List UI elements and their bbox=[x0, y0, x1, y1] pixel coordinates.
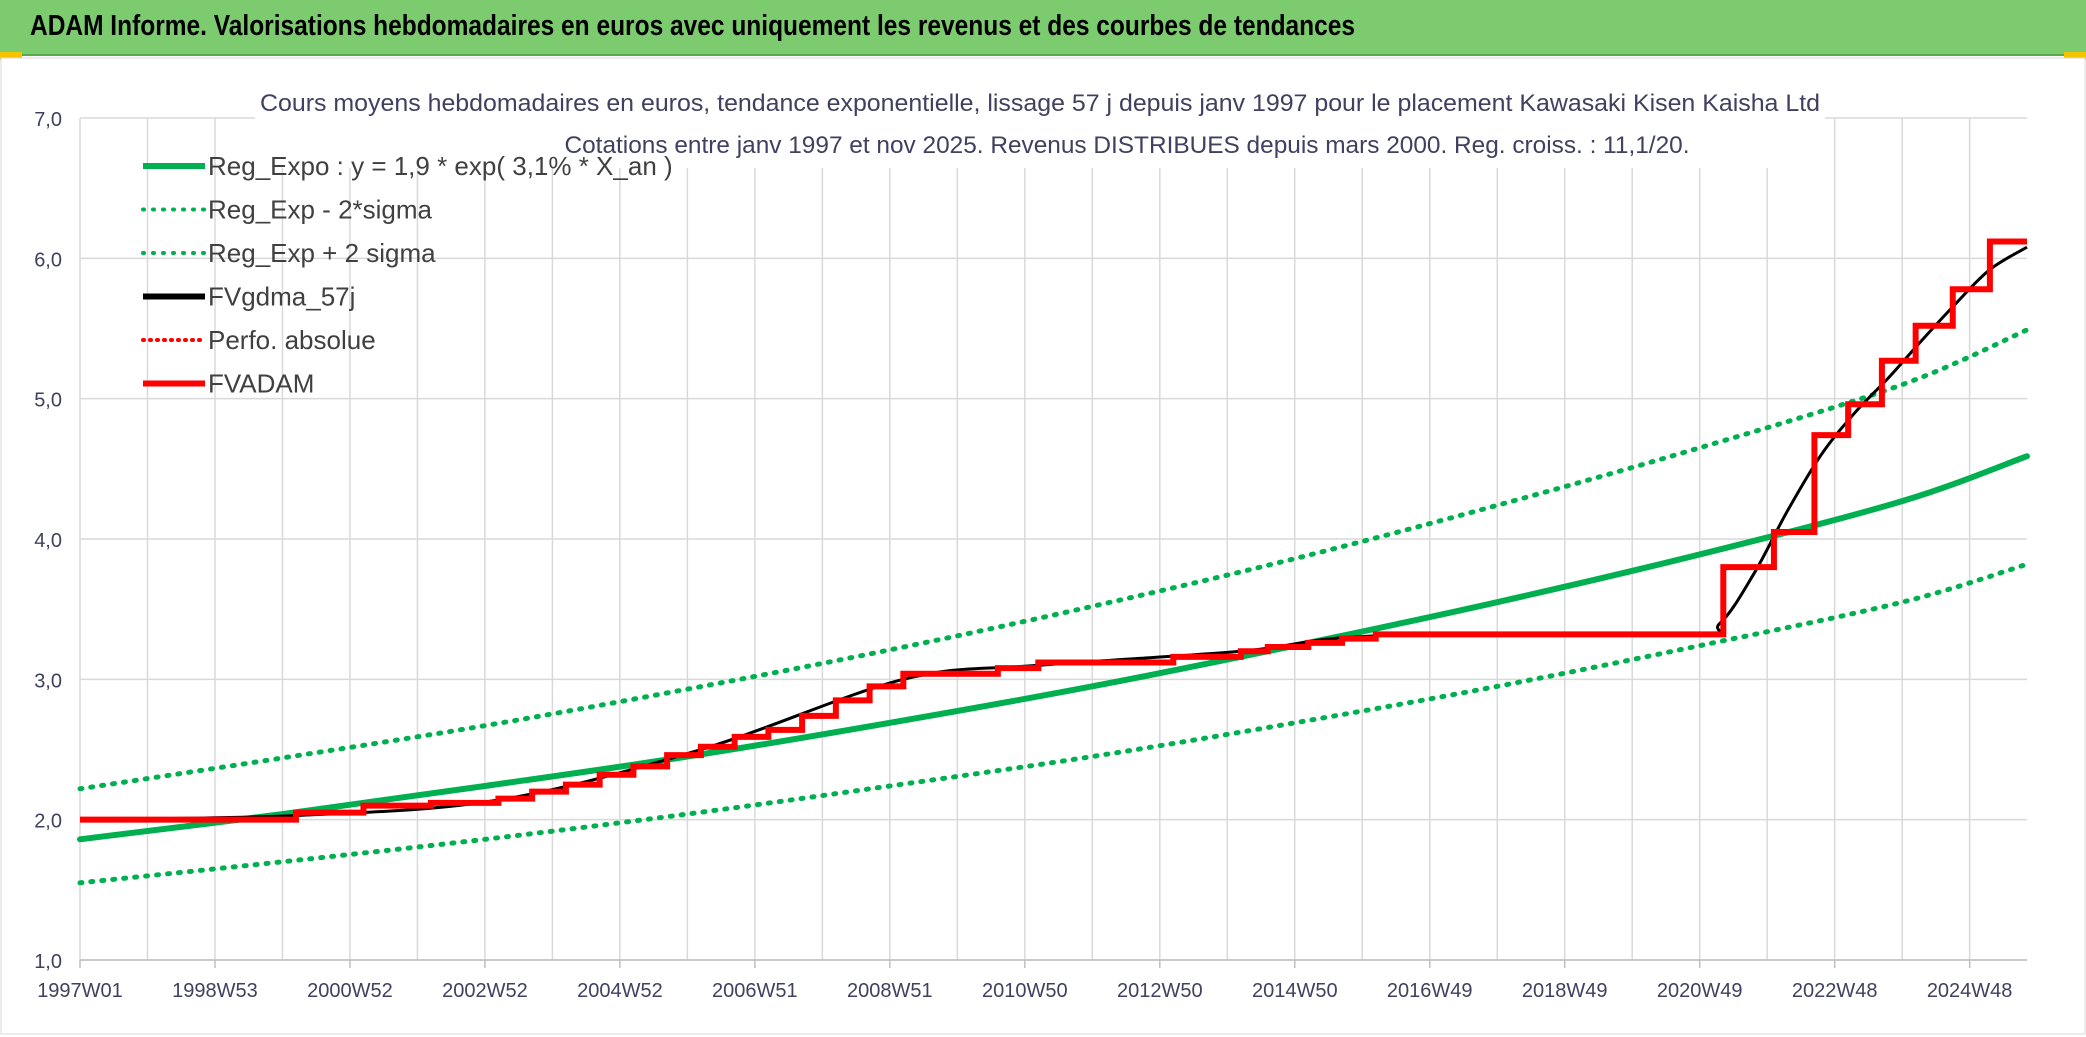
chart-series bbox=[77, 238, 2030, 886]
chart-area: 1,0 2,0 3,0 4,0 5,0 6,0 7,0 1997W01 1998W53 2000… bbox=[0, 56, 2086, 1037]
series-line-fvadam bbox=[80, 238, 2027, 823]
legend-label: FVADAM bbox=[208, 369, 314, 399]
legend-label: FVgdma_57j bbox=[208, 282, 355, 312]
corner-marker-left bbox=[0, 52, 22, 60]
y-tick-label: 3,0 bbox=[34, 670, 62, 692]
y-tick-label: 6,0 bbox=[34, 249, 62, 271]
x-tick-label: 2024W48 bbox=[1927, 980, 2013, 1002]
x-tick-label: 1997W01 bbox=[37, 980, 123, 1002]
report-banner: ADAM Informe. Valorisations hebdomadaire… bbox=[0, 0, 2086, 56]
chart-svg: 1,0 2,0 3,0 4,0 5,0 6,0 7,0 1997W01 1998W53 2000… bbox=[0, 57, 2086, 1035]
y-tick-label: 5,0 bbox=[34, 390, 62, 412]
chart-title: Cours moyens hebdomadaires en euros, ten… bbox=[260, 90, 1820, 117]
series-line-reg-exp-2-sigma bbox=[77, 561, 2030, 886]
x-tick-label: 1998W53 bbox=[172, 980, 258, 1002]
legend-label: Reg_Exp - 2*sigma bbox=[208, 195, 433, 225]
x-tick-label: 2018W49 bbox=[1522, 980, 1608, 1002]
x-axis-ticks: 1997W01 1998W53 2000W52 2002W52 2004W52 2006W… bbox=[37, 960, 2012, 1002]
x-tick-label: 2014W50 bbox=[1252, 980, 1338, 1002]
x-tick-label: 2002W52 bbox=[442, 980, 528, 1002]
x-tick-label: 2012W50 bbox=[1117, 980, 1203, 1002]
legend-label: Perfo. absolue bbox=[208, 325, 376, 355]
legend-label: Reg_Exp + 2 sigma bbox=[208, 238, 436, 268]
chart-subtitle: Cotations entre janv 1997 et nov 2025. R… bbox=[565, 132, 1690, 159]
x-tick-label: 2020W49 bbox=[1657, 980, 1743, 1002]
y-tick-label: 4,0 bbox=[34, 530, 62, 552]
series-line-reg-exp-2-sigma bbox=[77, 327, 2030, 792]
x-tick-label: 2000W52 bbox=[307, 980, 393, 1002]
chart-legend: Reg_Expo : y = 1,9 * exp( 3,1% * X_an ) R… bbox=[141, 151, 673, 399]
y-tick-label: 7,0 bbox=[34, 109, 62, 131]
y-axis-ticks: 1,0 2,0 3,0 4,0 5,0 6,0 7,0 bbox=[34, 109, 62, 973]
y-tick-label: 2,0 bbox=[34, 811, 62, 833]
corner-marker-right bbox=[2064, 52, 2086, 60]
y-tick-label: 1,0 bbox=[34, 951, 62, 973]
x-tick-label: 2006W51 bbox=[712, 980, 798, 1002]
title-backdrop bbox=[255, 86, 1825, 168]
x-tick-label: 2004W52 bbox=[577, 980, 663, 1002]
x-tick-label: 2016W49 bbox=[1387, 980, 1473, 1002]
x-tick-label: 2022W48 bbox=[1792, 980, 1878, 1002]
x-tick-label: 2008W51 bbox=[847, 980, 933, 1002]
report-title: ADAM Informe. Valorisations hebdomadaire… bbox=[30, 10, 1356, 42]
series-line-reg-expo bbox=[77, 453, 2030, 843]
legend-label: Reg_Expo : y = 1,9 * exp( 3,1% * X_an ) bbox=[208, 151, 673, 181]
x-tick-label: 2010W50 bbox=[982, 980, 1068, 1002]
